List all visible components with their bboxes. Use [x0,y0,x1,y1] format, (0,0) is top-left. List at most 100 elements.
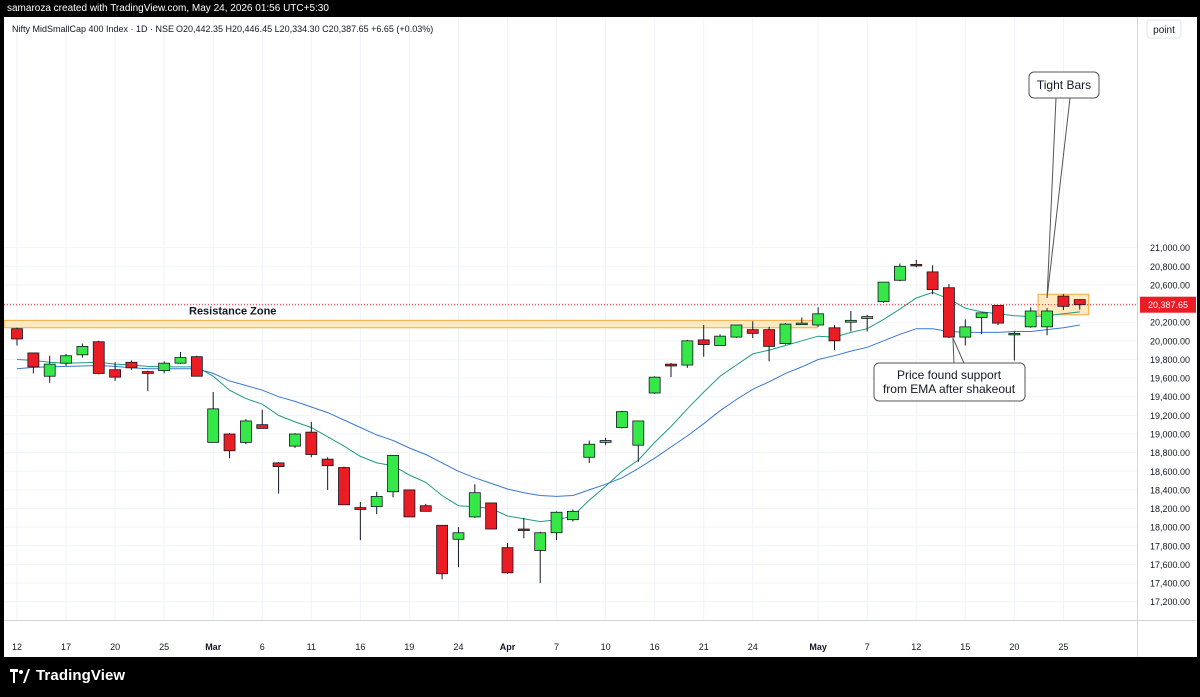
y-tick-label: 20,200.00 [1150,318,1190,328]
y-tick-label: 20,800.00 [1150,262,1190,272]
current-price-label: 20,387.65 [1148,300,1188,310]
candle-body [125,361,138,369]
ohlc-readout: O20,442.35 H20,446.45 L20,334.30 C20,387… [176,24,433,34]
credit-text: samaroza created with TradingView.com, M… [7,3,329,14]
candle-body [730,324,743,338]
candle-body [959,326,972,338]
candle-body [501,547,514,574]
candle-body [910,264,923,267]
y-tick-label: 19,800.00 [1150,355,1190,365]
y-tick-label: 17,600.00 [1150,560,1190,570]
x-tick-label: 25 [1058,642,1068,652]
candle-body [436,524,449,575]
candle-body [975,312,988,318]
y-tick-label: 18,200.00 [1150,504,1190,514]
candle-body [109,369,121,378]
x-tick-label: 17 [61,642,71,652]
x-tick-label: 19 [404,642,414,652]
x-tick-label: 20 [110,642,120,652]
y-tick-label: 17,400.00 [1150,579,1190,589]
candle-body [665,363,677,367]
candle-body [419,505,432,512]
x-tick-label: 20 [1009,642,1019,652]
candle-body [354,507,367,510]
candle-body [926,271,939,290]
candle-body [992,305,1004,324]
candle-body [141,371,154,374]
candle-body [632,420,645,446]
candle-body [11,328,23,340]
candle-body [583,443,596,458]
candle-body [1024,310,1037,328]
candle-body [1041,310,1053,328]
candle-body [943,287,955,338]
scale-button [1146,19,1182,39]
tight-bars-callout-box [1028,71,1100,99]
candle-body [894,265,906,281]
candle-body [844,319,857,323]
candle-body [599,440,612,443]
y-tick-label: 17,200.00 [1150,597,1190,607]
footer-bar: TradingView [0,657,1200,697]
candle-body [158,362,171,372]
candle-body [305,431,318,455]
candle-body [534,532,547,551]
candle-body [485,502,498,530]
top-bar: samaroza created with TradingView.com, M… [0,0,1200,17]
candle-body [697,339,710,345]
support-callout-line1: Price found support [897,368,1002,382]
y-tick-label: 19,000.00 [1150,429,1190,439]
candle-body [403,489,416,518]
candle-body [877,281,890,303]
x-tick-label: 16 [650,642,660,652]
tradingview-logo[interactable]: TradingView [10,667,125,684]
x-tick-label: 6 [260,642,265,652]
y-tick-label: 19,600.00 [1150,374,1190,384]
x-tick-label: 15 [960,642,970,652]
tradingview-brand: TradingView [36,667,126,684]
support-callout-line2: from EMA after shakeout [883,382,1016,396]
candle-body [239,420,252,443]
candle-body [763,329,775,347]
x-tick-label: 25 [159,642,169,652]
candle-body [207,408,220,443]
candle-body [289,433,301,447]
x-tick-label: Apr [500,642,516,652]
y-tick-label: 21,000.00 [1150,243,1190,253]
y-tick-label: 19,400.00 [1150,392,1190,402]
support-pointer [952,338,955,364]
x-tick-label: 11 [307,642,316,652]
y-tick-label: 18,400.00 [1150,485,1190,495]
candle-body [861,316,874,319]
tight-bars-label: Tight Bars [1037,78,1091,92]
candle-body [567,510,579,521]
scale-button-label[interactable]: point [1153,25,1175,36]
candle-body [468,492,481,518]
candle-body [812,313,825,326]
candle-body [190,356,203,377]
candle-body [452,532,465,540]
y-tick-label: 20,600.00 [1150,280,1190,290]
x-tick-label: 21 [699,642,709,652]
candle-body [387,455,399,493]
y-tick-label: 18,800.00 [1150,448,1190,458]
x-tick-label: 7 [554,642,559,652]
support-pointer [952,337,965,364]
x-tick-label: 16 [355,642,365,652]
candle-body [616,411,628,428]
candle-body [517,528,530,531]
y-tick-label: 18,600.00 [1150,467,1190,477]
candle-body [714,335,726,346]
candle-body [256,424,269,429]
x-tick-label: May [809,642,827,652]
candle-body [338,467,350,506]
candle-body [779,323,792,345]
candle-body [223,433,236,452]
x-tick-label: 12 [12,642,22,652]
candle-body [92,341,105,374]
candle-body [272,462,285,468]
tight-bars-pointer [1046,97,1057,298]
x-tick-label: 7 [865,642,870,652]
x-tick-label: 24 [453,642,463,652]
